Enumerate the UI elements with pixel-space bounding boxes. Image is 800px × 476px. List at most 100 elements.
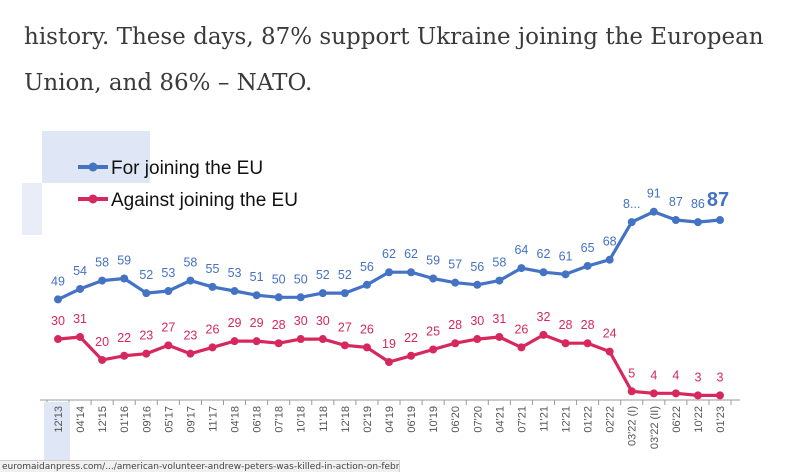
data-label-s0-12: 52: [316, 268, 330, 282]
data-point-s0-20: [495, 276, 504, 285]
x-tick-label-28: 06'22: [671, 406, 683, 433]
x-tick-label-13: 12'18: [340, 406, 352, 433]
data-point-s0-22: [539, 268, 548, 277]
legend-label-1: Against joining the EU: [111, 190, 298, 211]
article-line-2: Union, and 86% – NATO.: [24, 70, 313, 96]
highlight-block-top: [42, 131, 150, 183]
data-label-s1-25: 24: [603, 327, 617, 341]
data-label-s1-23: 28: [559, 318, 573, 332]
data-label-s0-17: 59: [426, 254, 440, 268]
data-label-s1-27: 4: [650, 368, 657, 382]
data-point-s1-10: [274, 339, 283, 348]
data-point-s1-8: [230, 337, 239, 346]
data-label-s0-29: 86: [691, 197, 705, 211]
x-tick-label-22: 11'21: [538, 406, 550, 432]
data-label-s0-23: 61: [559, 249, 573, 263]
data-point-s0-12: [318, 289, 327, 298]
data-point-s1-12: [318, 335, 327, 344]
data-label-s0-15: 62: [382, 247, 396, 261]
data-label-s0-3: 59: [117, 254, 131, 268]
data-point-s0-26: [627, 218, 636, 227]
data-point-s1-22: [539, 330, 548, 339]
x-tick-label-11: 10'18: [296, 406, 308, 433]
data-label-s1-10: 28: [272, 318, 286, 332]
data-point-s0-10: [274, 293, 283, 302]
data-point-s1-15: [385, 358, 393, 367]
data-label-s0-5: 53: [161, 266, 175, 280]
data-label-s0-0: 49: [51, 274, 65, 288]
data-label-s0-7: 55: [206, 262, 220, 276]
data-label-s0-18: 57: [448, 258, 462, 272]
data-label-s1-8: 29: [228, 316, 242, 330]
data-label-s0-21: 64: [514, 243, 528, 257]
data-label-s1-12: 30: [316, 314, 330, 328]
data-point-s1-11: [296, 335, 305, 344]
data-label-s1-19: 30: [470, 314, 484, 328]
data-label-s1-16: 22: [404, 331, 418, 345]
data-point-s1-18: [451, 339, 460, 348]
data-label-s1-17: 25: [426, 325, 440, 339]
data-point-s0-30: [716, 216, 724, 225]
legend: For joining the EU Against joining the EU: [78, 158, 298, 211]
data-label-s0-6: 58: [183, 256, 197, 270]
data-point-s0-17: [429, 274, 438, 283]
data-point-s0-25: [605, 255, 614, 264]
x-tick-label-8: 04'18: [230, 406, 242, 433]
data-label-s1-14: 26: [360, 322, 374, 336]
data-point-s0-14: [362, 280, 371, 289]
data-label-s0-19: 56: [470, 260, 484, 274]
x-tick-label-12: 11'18: [318, 406, 330, 432]
x-tick-label-7: 11'17: [207, 406, 219, 432]
data-point-s1-16: [407, 351, 416, 360]
data-label-s0-25: 68: [603, 235, 617, 249]
data-point-s1-26: [627, 387, 636, 396]
data-point-s0-1: [76, 284, 85, 293]
data-label-s0-11: 50: [294, 272, 308, 286]
data-point-s1-25: [605, 347, 614, 356]
x-tick-label-19: 07'20: [472, 406, 484, 433]
data-point-s1-13: [340, 341, 349, 350]
browser-status-url: euromaidanpress.com/.../american-volunte…: [0, 460, 400, 472]
chart-container: For joining the EU Against joining the EU…: [0, 128, 800, 472]
eu-support-line-chart: For joining the EU Against joining the EU…: [22, 131, 740, 468]
data-point-s0-16: [407, 268, 416, 277]
data-label-s0-2: 58: [95, 256, 109, 270]
data-point-s0-21: [517, 264, 526, 273]
x-tick-label-29: 10'22: [693, 406, 705, 433]
data-point-s0-0: [54, 295, 62, 304]
article-paragraph: history. These days, 87% support Ukraine…: [24, 14, 784, 106]
data-label-s0-28: 87: [669, 195, 683, 209]
data-point-s1-23: [561, 339, 570, 348]
data-point-s0-27: [649, 207, 658, 216]
data-label-s1-11: 30: [294, 314, 308, 328]
data-point-s0-29: [693, 218, 702, 227]
data-label-s0-24: 65: [581, 241, 595, 255]
data-label-s0-4: 52: [139, 268, 153, 282]
x-tick-label-4: 09'16: [141, 406, 153, 433]
data-label-s0-1: 54: [73, 264, 87, 278]
data-label-s0-8: 53: [228, 266, 242, 280]
x-tick-label-30: 01'23: [715, 406, 727, 433]
x-tick-label-23: 12'21: [561, 406, 573, 433]
x-tick-label-14: 02'19: [362, 406, 374, 433]
data-point-s0-18: [451, 278, 460, 287]
data-label-s1-29: 3: [694, 370, 701, 384]
highlight-block-left: [22, 183, 42, 235]
data-point-s1-28: [671, 389, 680, 398]
data-point-s1-27: [649, 389, 658, 398]
data-point-s1-20: [495, 332, 504, 341]
x-tick-label-25: 02'22: [605, 406, 617, 433]
data-label-s0-26: 8...: [623, 197, 640, 211]
x-tick-label-1: 04'14: [75, 406, 87, 433]
data-point-s1-2: [98, 355, 107, 364]
x-tick-label-10: 07'18: [274, 406, 286, 433]
data-point-s0-2: [98, 276, 107, 285]
data-label-s1-13: 27: [338, 320, 352, 334]
data-label-s1-20: 31: [492, 312, 506, 326]
data-label-s1-2: 20: [95, 335, 109, 349]
data-label-s1-5: 27: [161, 320, 175, 334]
data-point-s1-29: [693, 391, 702, 400]
data-point-s1-9: [252, 337, 261, 346]
first-tick-highlight: [44, 402, 70, 468]
